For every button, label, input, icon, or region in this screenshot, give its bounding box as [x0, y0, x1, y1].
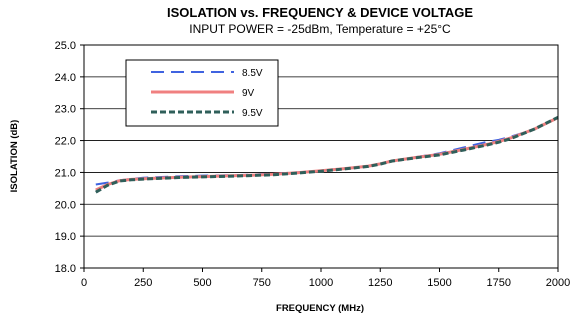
y-tick-label: 21.0 — [55, 167, 76, 179]
y-axis-label: ISOLATION (dB) — [9, 120, 20, 193]
x-tick-label: 1750 — [487, 277, 511, 289]
chart-subtitle: INPUT POWER = -25dBm, Temperature = +25°… — [189, 22, 451, 36]
tick-labels: 18.0 19.0 20.0 21.0 22.0 23.0 24.0 25.0 0 250 500 7… — [55, 40, 571, 289]
x-axis-label: FREQUENCY (MHz) — [276, 303, 364, 314]
x-tick-label: 1000 — [309, 277, 333, 289]
x-tick-label: 2000 — [546, 277, 570, 289]
x-tick-label: 1250 — [368, 277, 392, 289]
legend-label: 9V — [242, 88, 255, 99]
y-tick-label: 25.0 — [55, 40, 76, 52]
y-tick-label: 19.0 — [55, 231, 76, 243]
x-tick-label: 250 — [134, 277, 152, 289]
x-tick-label: 0 — [81, 277, 87, 289]
series-line-8-5v — [95, 116, 559, 186]
y-tick-label: 22.0 — [55, 136, 76, 148]
legend-label: 8.5V — [242, 68, 263, 79]
y-tick-label: 24.0 — [55, 72, 76, 84]
x-tick-label: 1500 — [427, 277, 451, 289]
legend: 8.5V 9V 9.5V — [125, 59, 279, 127]
y-tick-label: 20.0 — [55, 199, 76, 211]
x-tick-label: 750 — [253, 277, 271, 289]
legend-label: 9.5V — [242, 108, 263, 119]
y-tick-label: 18.0 — [55, 263, 76, 275]
series-line-9-5v — [95, 115, 559, 194]
chart-title: ISOLATION vs. FREQUENCY & DEVICE VOLTAGE — [167, 5, 473, 20]
x-tick-label: 500 — [193, 277, 211, 289]
y-tick-label: 23.0 — [55, 104, 76, 116]
series-lines — [95, 115, 559, 194]
